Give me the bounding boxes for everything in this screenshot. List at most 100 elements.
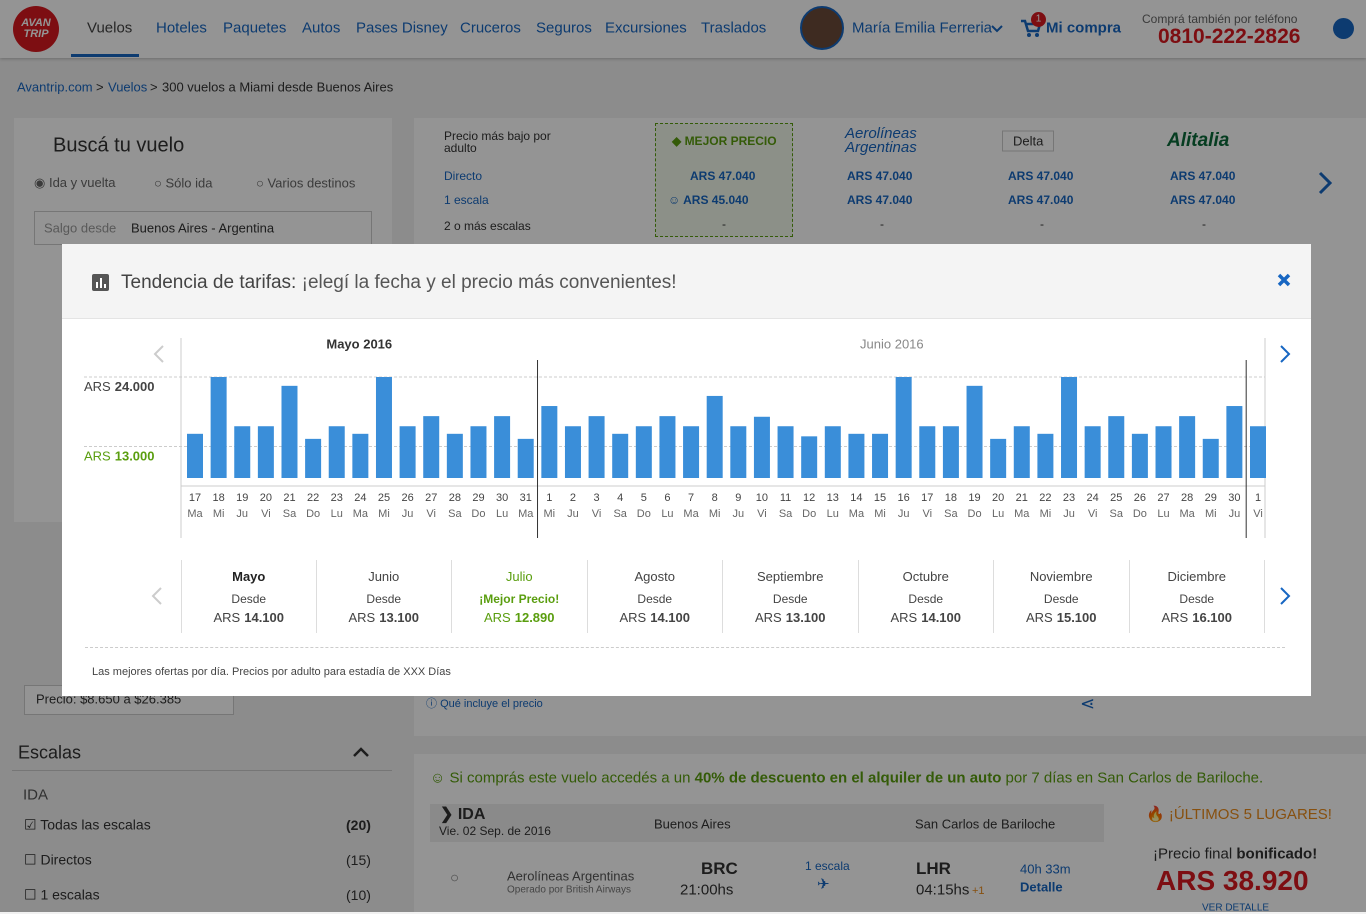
nav-item[interactable]: Vuelos — [87, 19, 133, 37]
month-name: Noviembre — [1029, 569, 1093, 584]
matrix-price[interactable]: ARS 47.040 — [690, 169, 756, 183]
select-radio[interactable]: ○ — [450, 869, 460, 887]
x-tick-label: 17 — [921, 492, 933, 504]
next-arrow[interactable] — [1316, 170, 1334, 196]
month-card[interactable]: Julio ¡Mejor Precio! ARS 12.890 — [452, 560, 588, 633]
input-label: Salgo desde — [44, 220, 117, 236]
x-tick-label: 24 — [1087, 492, 1099, 504]
collapse-icon[interactable] — [352, 746, 370, 758]
nav-item[interactable]: Cruceros — [460, 19, 521, 37]
month-price: ARS 13.100 — [723, 610, 858, 625]
x-tick-label: 30 — [496, 492, 508, 504]
x-tick-label: 7 — [688, 492, 694, 504]
detail-link[interactable]: Detalle — [1020, 879, 1063, 895]
bar — [470, 426, 487, 478]
breadcrumb-item[interactable]: Vuelos — [108, 79, 148, 95]
prev-arrow[interactable] — [150, 586, 164, 606]
x-tick-label: 24 — [354, 492, 366, 504]
radio[interactable]: ◉ Ida y vuelta — [34, 175, 116, 190]
currency: ARS — [84, 379, 111, 394]
next-arrow[interactable] — [1278, 344, 1292, 364]
nav-item[interactable]: Pases Disney — [356, 19, 448, 37]
x-tick-weekday: Vi — [592, 508, 602, 520]
nav-item[interactable]: Autos — [302, 19, 341, 37]
seats: 🔥 ¡ÚLTIMOS 5 LUGARES! — [1146, 806, 1332, 823]
help-icon[interactable] — [1333, 18, 1354, 39]
x-tick-label: 16 — [898, 492, 910, 504]
bar — [777, 426, 794, 478]
checkbox-row[interactable]: ☐ 1 escalas — [24, 886, 100, 903]
currency: ARS — [1026, 610, 1053, 625]
matrix-price[interactable]: ARS 47.040 — [1008, 169, 1074, 183]
stops[interactable]: 1 escala — [805, 859, 850, 873]
matrix-price[interactable]: ARS 47.040 — [1170, 169, 1236, 183]
bar — [706, 395, 723, 478]
matrix-row[interactable]: Directo — [444, 169, 483, 183]
see-detail[interactable]: VER DETALLE — [1202, 902, 1270, 914]
seats-text: ¡ÚLTIMOS 5 LUGARES! — [1168, 806, 1332, 823]
x-tick-weekday: Lu — [992, 508, 1004, 520]
month-name: Mayo — [232, 569, 266, 584]
month-card[interactable]: Mayo Desde ARS 14.100 — [181, 560, 317, 633]
breadcrumb-item[interactable]: Avantrip.com — [17, 79, 93, 95]
matrix-row[interactable]: 1 escala — [444, 193, 489, 207]
x-tick-weekday: Mi — [378, 508, 390, 520]
user-name[interactable]: María Emilia Ferreria — [852, 19, 993, 37]
share-icon[interactable]: ⋖ — [1080, 693, 1096, 714]
bar — [494, 416, 511, 478]
x-tick-weekday: Lu — [1157, 508, 1169, 520]
phone[interactable]: 0810-222-2826 — [1158, 25, 1301, 48]
city: Buenos Aires — [654, 816, 731, 832]
x-tick-weekday: Do — [1133, 508, 1147, 520]
month-card[interactable]: Junio Desde ARS 13.100 — [317, 560, 452, 633]
includes-link[interactable]: ⓘ Qué incluye el precio — [426, 698, 543, 710]
x-tick-weekday: Sa — [613, 508, 627, 520]
radio[interactable]: ○ Varios destinos — [256, 175, 356, 191]
x-tick-label: 23 — [331, 492, 343, 504]
airline-logo: Aerolíneas Argentinas — [845, 125, 917, 156]
cart-label[interactable]: Mi compra — [1046, 19, 1122, 37]
month-note: Desde — [366, 592, 402, 606]
bar — [257, 426, 274, 478]
nav-item[interactable]: Hoteles — [156, 19, 207, 37]
matrix-price[interactable]: ARS 47.040 — [847, 169, 913, 183]
promo-bold: 40% de descuento en el alquiler de un au… — [694, 769, 1002, 787]
bar — [328, 426, 345, 478]
month-card[interactable]: Diciembre Desde ARS 16.100 — [1130, 560, 1265, 633]
prev-arrow[interactable] — [152, 344, 166, 364]
next-arrow[interactable] — [1278, 586, 1292, 606]
logo[interactable] — [13, 6, 59, 52]
bar — [187, 433, 203, 478]
count: (10) — [346, 887, 371, 903]
matrix-price[interactable]: ARS 47.040 — [1170, 193, 1236, 207]
month-label: Junio 2016 — [860, 336, 924, 351]
nav-item[interactable]: Traslados — [701, 19, 767, 37]
month-card[interactable]: Septiembre Desde ARS 13.100 — [723, 560, 859, 633]
month-note: Desde — [1043, 592, 1079, 606]
x-tick-label: 21 — [1016, 492, 1028, 504]
month-card[interactable]: Agosto Desde ARS 14.100 — [588, 560, 723, 633]
checkbox-row[interactable]: ☐ Directos — [24, 851, 92, 868]
x-tick-weekday: Do — [968, 508, 982, 520]
matrix-price[interactable]: ARS 47.040 — [1008, 193, 1074, 207]
month-card[interactable]: Noviembre Desde ARS 15.100 — [994, 560, 1130, 633]
title-bold: Tendencia de tarifas: — [121, 272, 297, 293]
month-card[interactable]: Octubre Desde ARS 14.100 — [859, 560, 994, 633]
x-tick-label: 6 — [664, 492, 670, 504]
close-button[interactable] — [1277, 273, 1291, 287]
avatar[interactable] — [800, 6, 844, 50]
month-price: ARS 12.890 — [452, 610, 587, 625]
matrix-price[interactable]: ARS 47.040 — [847, 193, 913, 207]
radio-label: Sólo ida — [165, 175, 213, 191]
month-label: Mayo 2016 — [326, 336, 392, 351]
checkbox-row[interactable]: ☑ Todas las escalas — [24, 816, 151, 833]
nav-item[interactable]: Excursiones — [605, 19, 687, 37]
bar — [399, 426, 416, 478]
radio[interactable]: ○ Sólo ida — [154, 175, 213, 191]
nav-item[interactable]: Paquetes — [223, 19, 287, 37]
matrix-price[interactable]: ☺ ARS 45.040 — [668, 193, 749, 207]
best-label: ◆ MEJOR PRECIO — [672, 134, 777, 148]
currency: ARS — [213, 610, 241, 625]
leg-label: IDA — [23, 786, 49, 804]
nav-item[interactable]: Seguros — [536, 19, 592, 37]
